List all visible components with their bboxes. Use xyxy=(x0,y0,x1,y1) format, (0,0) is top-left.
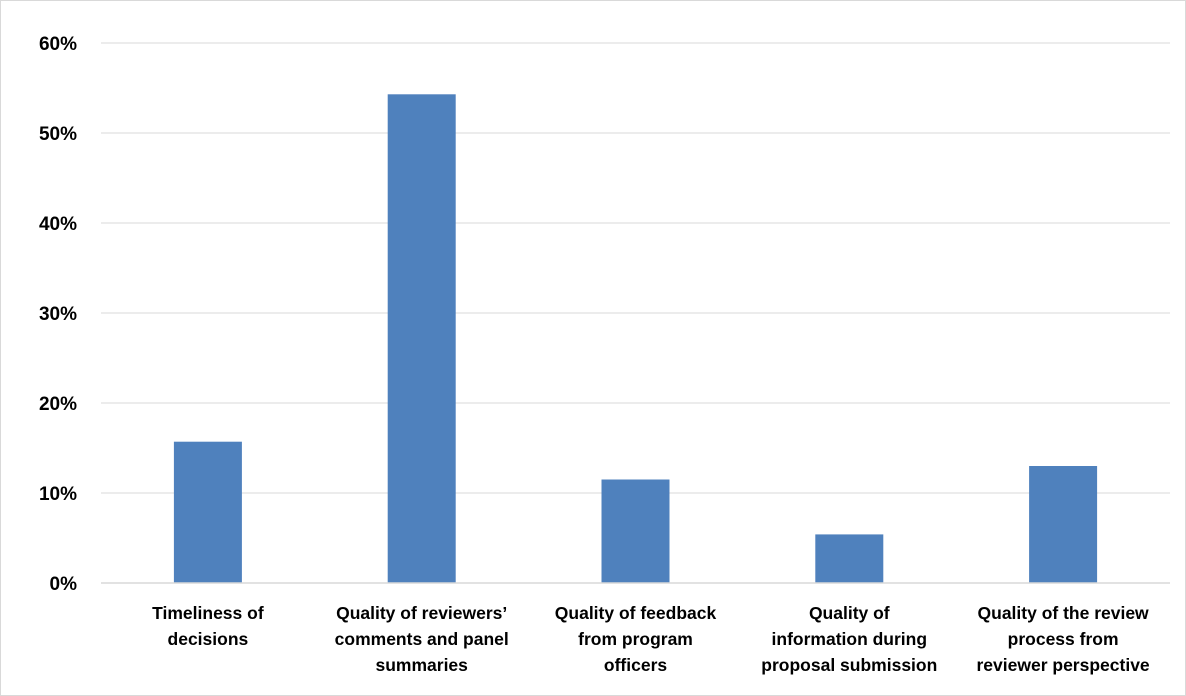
x-category-label-line: Quality of reviewers’ xyxy=(336,603,507,623)
bar xyxy=(387,94,456,584)
x-category-label-line: proposal submission xyxy=(761,655,937,675)
y-tick-label: 40% xyxy=(39,214,77,235)
x-category-label-line: Quality of feedback xyxy=(555,603,717,623)
y-tick-label: 30% xyxy=(39,304,77,325)
bar xyxy=(601,479,670,583)
x-category-label-line: comments and panel xyxy=(335,629,509,649)
x-category-label-line: Quality of xyxy=(809,603,890,623)
x-category-label-line: process from xyxy=(1008,629,1119,649)
bars xyxy=(173,94,1098,584)
x-category-label-line: Timeliness of xyxy=(152,603,264,623)
x-category-label: Timeliness of decisions xyxy=(152,603,264,649)
y-tick-label: 60% xyxy=(39,34,77,55)
bar xyxy=(173,441,242,583)
x-category-label-line: reviewer perspective xyxy=(977,655,1150,675)
x-category-label-line: decisions xyxy=(168,629,249,649)
y-tick-label: 20% xyxy=(39,394,77,415)
bar xyxy=(1029,466,1098,583)
y-tick-label: 0% xyxy=(50,574,78,595)
category-labels: Timeliness of decisions Quality of reviewe… xyxy=(152,603,1150,675)
x-category-label: Quality of information during proposal sub… xyxy=(761,603,937,675)
x-category-label: Quality of feedback from program officers xyxy=(555,603,717,675)
x-category-label-line: Quality of the review xyxy=(978,603,1150,623)
x-category-label-line: from program xyxy=(578,629,693,649)
x-category-label: Quality of the review process from reviewe… xyxy=(977,603,1150,675)
x-category-label-line: officers xyxy=(604,655,667,675)
x-category-label-line: summaries xyxy=(375,655,468,675)
y-axis-tick-labels: 0% 10% 20% 30% 40% 50% 60% xyxy=(39,34,77,595)
y-tick-label: 10% xyxy=(39,484,77,505)
y-tick-label: 50% xyxy=(39,124,77,145)
x-category-label: Quality of reviewers’ comments and panel s… xyxy=(335,603,509,675)
bar xyxy=(815,534,884,583)
x-category-label-line: information during xyxy=(772,629,928,649)
gridlines xyxy=(101,42,1170,494)
